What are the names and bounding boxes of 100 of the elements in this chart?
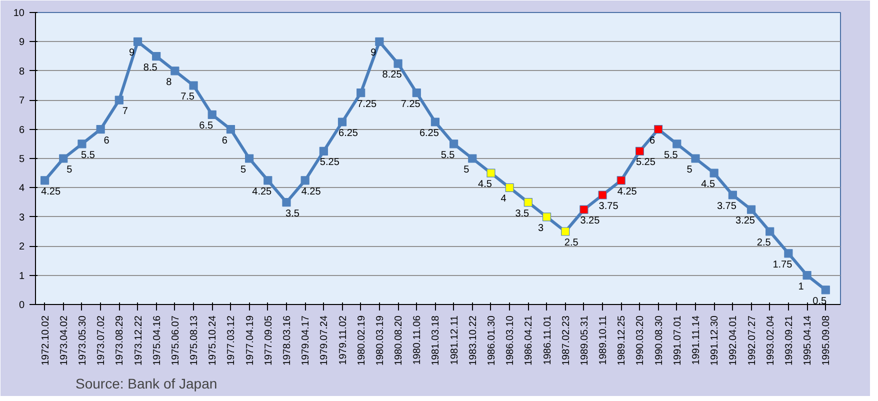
- x-tick-label: 1992.07.27: [746, 315, 758, 366]
- x-tick-label: 1975.08.13: [189, 315, 200, 366]
- point: [542, 212, 552, 222]
- data-label: 3.25: [736, 216, 756, 227]
- x-tick-label: 1986.03.10: [505, 315, 516, 366]
- point: [133, 37, 142, 46]
- x-tick-label: 1973.08.29: [114, 315, 126, 366]
- x-tick-label: 1979.11.02: [338, 315, 349, 365]
- point: [114, 96, 124, 104]
- data-label: 7: [122, 106, 128, 118]
- data-label: 0.5: [812, 296, 828, 307]
- data-label: 4.25: [617, 186, 638, 198]
- y-tick-label: 6: [18, 124, 25, 136]
- y-tick-label: 9: [18, 37, 25, 48]
- x-tick-label: 1991.07.01: [672, 315, 684, 366]
- x-tick-label: 1973.05.30: [77, 315, 88, 366]
- data-label: 5.5: [440, 150, 456, 161]
- data-label: 4: [500, 194, 507, 205]
- point: [394, 59, 402, 68]
- data-label: 8.25: [382, 70, 402, 81]
- x-tick-label: 1979.04.17: [300, 315, 312, 366]
- point: [189, 81, 198, 90]
- point: [691, 154, 700, 163]
- point: [505, 183, 514, 192]
- point: [300, 176, 310, 185]
- point: [78, 140, 86, 148]
- point: [486, 168, 496, 178]
- x-tick-label: 1986.04.21: [524, 315, 535, 366]
- y-tick-label: 2: [18, 242, 25, 253]
- x-tick-label: 1989.10.11: [598, 315, 610, 365]
- point: [264, 176, 272, 185]
- x-tick-label: 1990.08.30: [654, 315, 665, 366]
- data-label: 3.75: [716, 201, 737, 212]
- data-label: 4.25: [252, 186, 272, 198]
- data-label: 6.25: [419, 128, 440, 139]
- point: [766, 227, 774, 236]
- point: [338, 118, 347, 126]
- data-label: 5.25: [320, 157, 340, 168]
- point: [654, 125, 663, 134]
- point: [821, 286, 830, 294]
- data-label: 6: [650, 135, 656, 146]
- x-tick-label: 1993.02.04: [765, 315, 776, 366]
- data-label: 5.5: [664, 150, 678, 161]
- x-tick-label: 1972.10.02: [40, 315, 52, 366]
- data-label: 4.5: [701, 179, 716, 190]
- data-label: 3.5: [286, 208, 300, 220]
- y-tick-label: 4: [18, 183, 25, 194]
- data-label: 5: [686, 164, 693, 176]
- point: [672, 140, 682, 148]
- data-label: 5: [464, 164, 470, 176]
- x-tick-label: 1990.03.20: [635, 315, 646, 366]
- point: [468, 154, 477, 163]
- data-label: 2.5: [564, 238, 579, 248]
- data-label: 3.5: [515, 208, 530, 220]
- y-tick-label: 5: [18, 154, 25, 165]
- point: [40, 176, 50, 185]
- y-tick-label: 10: [13, 8, 25, 19]
- point: [412, 88, 421, 98]
- point: [319, 146, 328, 156]
- x-tick-label: 1979.07.24: [319, 315, 330, 366]
- x-tick-label: 1977.03.12: [226, 315, 238, 366]
- point: [561, 227, 570, 236]
- data-label: 6: [104, 135, 110, 146]
- x-tick-label: 1989.05.31: [579, 315, 590, 366]
- x-tick-label: 1991.12.30: [710, 315, 721, 366]
- x-tick-label: 1981.03.18: [430, 315, 442, 366]
- x-tick-label: 1992.04.01: [728, 315, 740, 366]
- data-label: 8: [166, 76, 172, 88]
- data-label: 4.5: [478, 179, 492, 190]
- x-tick-label: 1986.01.30: [486, 315, 498, 366]
- point: [282, 198, 291, 207]
- data-label: 2.5: [756, 238, 772, 248]
- x-tick-label: 1991.11.14: [690, 315, 702, 365]
- data-label: 7.5: [180, 92, 195, 102]
- x-tick-label: 1986.11.01: [542, 315, 554, 365]
- x-tick-label: 1983.10.22: [468, 315, 479, 366]
- data-label: 4.25: [301, 186, 322, 198]
- point: [356, 88, 366, 98]
- point: [635, 146, 644, 156]
- x-tick-label: 1975.04.16: [152, 315, 163, 366]
- x-tick-label: 1977.04.19: [244, 315, 256, 366]
- point: [208, 110, 216, 119]
- point: [802, 271, 812, 280]
- x-tick-label: 1975.10.24: [208, 315, 219, 366]
- data-label: 6.25: [338, 128, 358, 139]
- point: [784, 249, 793, 258]
- x-tick-label: 1980.02.19: [356, 315, 368, 366]
- y-tick-label: 1: [18, 270, 25, 282]
- x-tick-label: 1978.03.16: [282, 315, 293, 366]
- x-tick-label: 1995.04.14: [802, 315, 814, 366]
- point: [170, 66, 180, 76]
- x-tick-label: 1993.09.21: [784, 315, 795, 366]
- x-tick-label: 1995.09.08: [821, 315, 832, 366]
- point: [728, 190, 737, 200]
- data-label: 1.75: [772, 259, 793, 270]
- point: [598, 190, 607, 200]
- point: [375, 37, 384, 46]
- x-tick-label: 1973.12.22: [133, 315, 144, 366]
- data-label: 9: [370, 48, 377, 59]
- data-label: 3: [538, 222, 544, 234]
